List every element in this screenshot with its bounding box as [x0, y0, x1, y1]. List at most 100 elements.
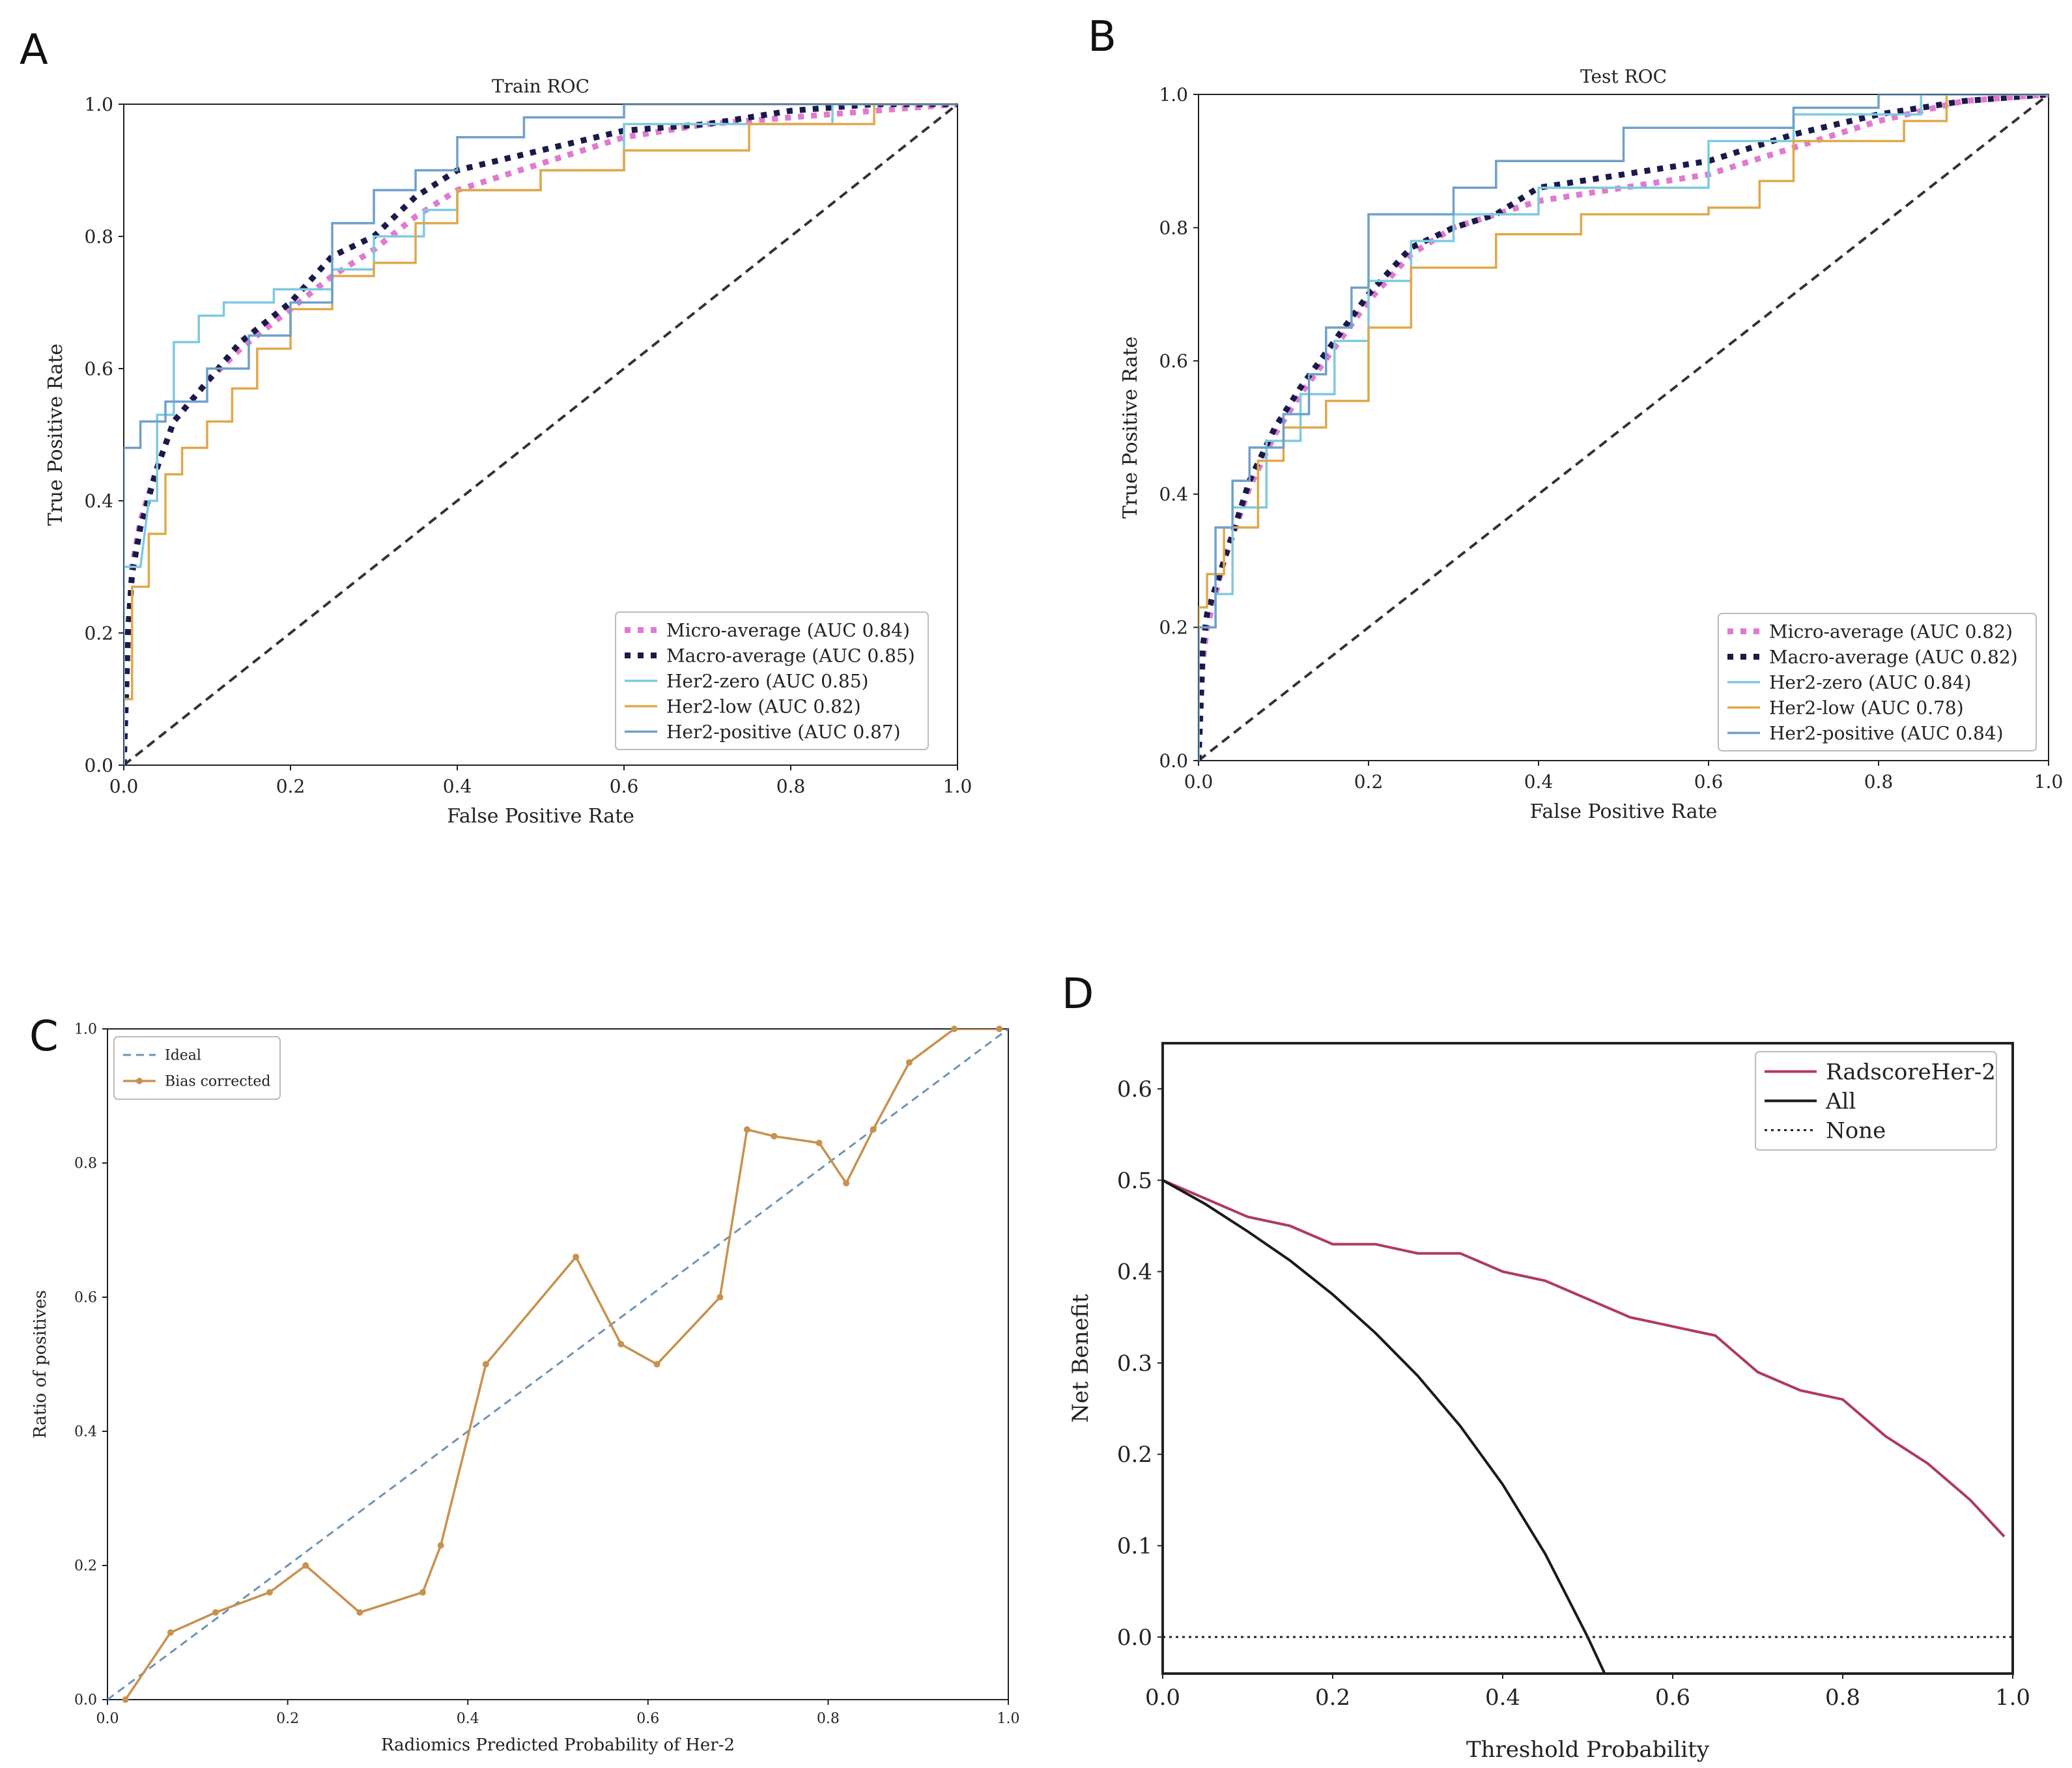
y-tick-label: 0.4: [1117, 1259, 1152, 1285]
x-tick-label: 0.4: [457, 1711, 479, 1727]
y-tick-label: 0.2: [74, 1558, 97, 1575]
panel-letter-c: C: [29, 1013, 59, 1061]
y-tick-label: 1.0: [74, 1022, 97, 1038]
x-axis-label: False Positive Rate: [447, 805, 634, 828]
y-axis-label: True Positive Rate: [44, 344, 67, 526]
x-tick-label: 0.6: [610, 776, 639, 797]
series-line-all: [1163, 1179, 1606, 1674]
y-tick-label: 0.8: [84, 226, 113, 247]
y-tick-label: 0.6: [84, 358, 113, 380]
y-tick-label: 0.6: [74, 1290, 97, 1306]
data-point: [996, 1026, 1003, 1032]
legend-box: [1718, 613, 2037, 751]
legend-box: [615, 611, 929, 750]
x-tick-label: 0.8: [1825, 1685, 1860, 1711]
x-tick-label: 0.0: [109, 776, 139, 797]
data-point: [771, 1132, 778, 1140]
x-tick-label: 1.0: [2034, 771, 2064, 793]
data-point: [437, 1542, 444, 1549]
legend-label-ideal: Ideal: [165, 1048, 201, 1064]
x-axis-label: Radiomics Predicted Probability of Her-2: [381, 1735, 735, 1755]
legend-label-zero: Her2-zero (AUC 0.84): [1769, 671, 1971, 693]
x-tick-label: 0.8: [776, 776, 806, 797]
y-tick-label: 0.3: [1117, 1351, 1152, 1377]
data-point: [573, 1254, 580, 1261]
x-axis-label: False Positive Rate: [1530, 800, 1718, 823]
data-point: [717, 1294, 724, 1300]
data-point: [167, 1629, 174, 1636]
x-tick-label: 1.0: [943, 776, 972, 797]
legend-label-all: All: [1825, 1088, 1856, 1114]
legend-label-none: None: [1826, 1117, 1886, 1144]
chart-title: Train ROC: [492, 76, 589, 97]
x-tick-label: 0.0: [1145, 1685, 1180, 1711]
plot-area-frame: [107, 1028, 1009, 1700]
y-tick-label: 0.5: [1117, 1168, 1152, 1194]
y-tick-label: 0.2: [1117, 1442, 1152, 1468]
legend-label-positive: Her2-positive (AUC 0.87): [666, 721, 901, 742]
x-tick-label: 1.0: [1995, 1685, 2030, 1711]
y-axis-label: Ratio of positives: [31, 1290, 50, 1438]
x-tick-label: 0.4: [1524, 771, 1554, 793]
test-roc-chart: 0.0 0.2 0.4 0.6 0.8 1.0 0.0 0.2 0.4 0.6 0.8 1.0 Test…: [1119, 66, 2064, 823]
legend-label-radscore: RadscoreHer-2: [1826, 1059, 1996, 1085]
series-line-positive: [124, 104, 958, 765]
y-tick-label: 0.4: [1159, 484, 1188, 505]
chart-title: Test ROC: [1580, 66, 1667, 87]
x-tick-label: 0.6: [1694, 771, 1724, 793]
x-tick-label: 0.0: [1184, 771, 1213, 793]
series-line-bias: [124, 1029, 1000, 1700]
legend-marker: [136, 1078, 143, 1084]
x-tick-label: 0.2: [1354, 771, 1384, 793]
data-point: [743, 1126, 750, 1133]
y-tick-label: 1.0: [1159, 84, 1188, 105]
data-point: [905, 1059, 913, 1066]
y-tick-label: 0.0: [1117, 1625, 1152, 1651]
data-point: [122, 1696, 129, 1703]
x-tick-label: 0.4: [443, 776, 472, 797]
legend-box: [1755, 1051, 1997, 1151]
data-point: [266, 1589, 273, 1596]
legend-label-micro: Micro-average (AUC 0.82): [1769, 621, 2013, 642]
y-tick-label: 1.0: [84, 94, 113, 115]
data-point: [617, 1341, 625, 1348]
legend-label-macro: Macro-average (AUC 0.85): [666, 645, 915, 666]
decision-curve-chart: 0.0 0.2 0.4 0.6 0.8 1.0 0.0 0.1 0.2 0.3 0.4 0.5 0.6 T…: [1068, 1042, 2030, 1763]
calibration-chart: 0.0 0.2 0.4 0.6 0.8 1.0 0.0 0.2 0.4 0.6 0.8 1.0 Radi…: [31, 1022, 1020, 1755]
y-tick-label: 0.6: [1159, 350, 1188, 372]
legend-box: [113, 1036, 281, 1100]
series-line-ideal: [107, 1029, 1008, 1700]
y-tick-label: 0.6: [1117, 1076, 1152, 1102]
x-tick-label: 0.8: [817, 1711, 840, 1727]
chance-diagonal: [122, 103, 959, 766]
data-point: [816, 1140, 823, 1147]
x-axis-label: Threshold Probability: [1466, 1737, 1710, 1763]
chance-diagonal: [1197, 93, 2050, 762]
x-tick-label: 0.4: [1485, 1685, 1520, 1711]
legend-label-bias: Bias corrected: [165, 1074, 271, 1090]
y-tick-label: 0.4: [74, 1424, 97, 1440]
y-tick-label: 0.0: [74, 1692, 97, 1709]
x-tick-label: 0.0: [96, 1711, 119, 1727]
series-line-macro: [124, 104, 958, 765]
data-point: [951, 1026, 958, 1032]
legend-label-zero: Her2-zero (AUC 0.85): [666, 670, 868, 692]
x-tick-label: 0.6: [636, 1711, 659, 1727]
data-point: [302, 1562, 309, 1569]
x-tick-label: 0.8: [1864, 771, 1894, 793]
x-tick-label: 0.2: [1315, 1685, 1350, 1711]
y-tick-label: 0.4: [84, 490, 113, 512]
plot-area-frame: [123, 104, 958, 766]
y-axis-label: True Positive Rate: [1119, 337, 1142, 519]
plot-area-frame: [1161, 1042, 2014, 1675]
x-tick-label: 0.6: [1655, 1685, 1690, 1711]
x-tick-label: 0.2: [276, 776, 305, 797]
train-roc-chart: 0.0 0.2 0.4 0.6 0.8 1.0 0.0 0.2 0.4 0.6 0.8 1.0 Trai…: [44, 76, 972, 828]
data-point: [356, 1609, 363, 1616]
y-tick-label: 0.8: [74, 1156, 97, 1172]
series-line-positive: [1199, 94, 2049, 761]
data-point: [870, 1126, 877, 1133]
data-point: [653, 1361, 660, 1368]
plot-area-frame: [1198, 94, 2049, 761]
data-point: [482, 1361, 489, 1368]
